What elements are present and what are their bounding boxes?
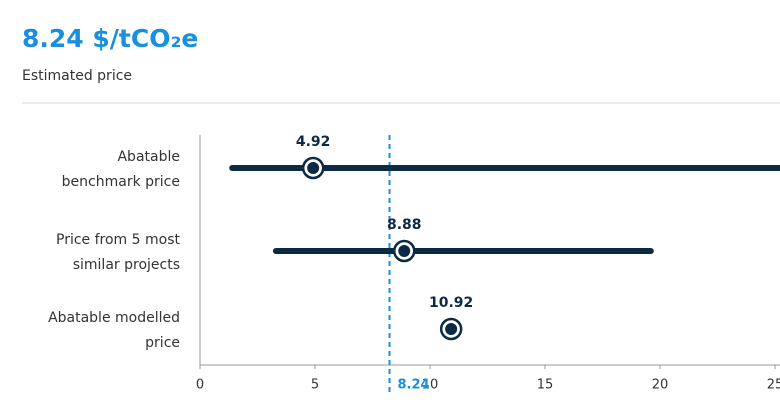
category-label: benchmark price: [62, 174, 180, 190]
value-label: 8.88: [387, 217, 422, 233]
dot-inner: [398, 245, 411, 257]
value-label: 4.92: [296, 134, 331, 150]
x-tick-label: 25: [767, 378, 780, 393]
reference-label: 8.24: [398, 378, 430, 393]
x-tick-label: 0: [196, 378, 204, 393]
category-label: Abatable: [117, 149, 180, 165]
price-subtitle: Estimated price: [22, 68, 132, 84]
category-label: Abatable modelled: [48, 310, 180, 326]
price-title: 8.24 $/tCO₂e: [22, 24, 198, 53]
dot-inner: [307, 162, 320, 174]
x-tick-label: 5: [311, 378, 319, 393]
x-tick-label: 15: [537, 378, 554, 393]
category-label: price: [145, 335, 180, 351]
dot-inner: [445, 323, 458, 335]
x-tick-label: 10: [422, 378, 439, 393]
value-label: 10.92: [429, 295, 473, 311]
category-label: similar projects: [73, 257, 180, 273]
category-label: Price from 5 most: [56, 232, 180, 248]
x-tick-label: 20: [652, 378, 669, 393]
